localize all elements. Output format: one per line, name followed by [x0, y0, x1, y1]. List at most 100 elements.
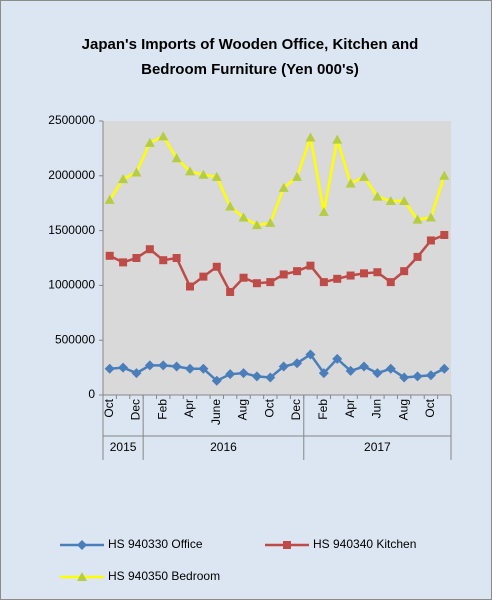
- marker: [185, 363, 195, 374]
- chart-title: Japan's Imports of Wooden Office, Kitche…: [82, 36, 419, 53]
- marker: [283, 541, 291, 549]
- marker: [400, 267, 409, 276]
- marker: [319, 278, 328, 287]
- marker: [306, 261, 315, 270]
- marker: [118, 174, 129, 184]
- marker: [251, 371, 262, 382]
- marker: [118, 362, 129, 373]
- marker: [439, 363, 450, 374]
- x-tick-label: Apr: [182, 399, 196, 418]
- x-tick-label: Oct: [262, 398, 276, 417]
- marker: [372, 191, 383, 201]
- y-tick-label: 0: [88, 387, 95, 401]
- marker: [292, 171, 303, 181]
- y-tick-label: 2000000: [48, 168, 95, 182]
- marker: [198, 169, 209, 179]
- x-tick-label: Dec: [289, 399, 303, 420]
- year-label: 2016: [210, 440, 237, 454]
- marker: [425, 212, 436, 222]
- marker: [77, 572, 87, 581]
- marker: [158, 131, 169, 141]
- marker: [211, 171, 222, 181]
- marker: [238, 212, 249, 222]
- year-label: 2017: [364, 440, 391, 454]
- marker: [385, 196, 396, 206]
- marker: [372, 368, 383, 379]
- marker: [279, 270, 288, 279]
- marker: [132, 254, 141, 262]
- marker: [104, 363, 115, 374]
- marker: [318, 368, 329, 379]
- y-tick-label: 1000000: [48, 278, 95, 292]
- x-tick-label: Aug: [396, 399, 410, 420]
- marker: [145, 245, 154, 254]
- marker: [171, 361, 182, 372]
- marker: [386, 278, 395, 287]
- x-tick-label: Feb: [155, 399, 169, 420]
- x-tick-label: Oct: [102, 398, 116, 417]
- marker: [305, 132, 316, 142]
- marker: [359, 361, 369, 372]
- chart-title: Bedroom Furniture (Yen 000's): [141, 61, 359, 78]
- marker: [172, 254, 181, 262]
- marker: [332, 353, 343, 364]
- legend-item: HS 940350 Bedroom: [60, 569, 220, 583]
- marker: [77, 540, 87, 550]
- x-tick-label: Apr: [343, 399, 357, 418]
- marker: [278, 361, 289, 372]
- marker: [186, 282, 194, 291]
- marker: [266, 278, 275, 287]
- plot-area: [103, 121, 451, 395]
- marker: [359, 171, 369, 181]
- marker: [104, 194, 115, 204]
- marker: [399, 372, 410, 383]
- marker: [252, 279, 261, 288]
- marker: [105, 251, 114, 260]
- marker: [238, 368, 249, 379]
- marker: [158, 360, 169, 371]
- marker: [318, 206, 329, 216]
- marker: [159, 256, 168, 265]
- marker: [278, 182, 289, 192]
- marker: [293, 267, 302, 276]
- y-tick-label: 1500000: [48, 223, 95, 237]
- marker: [119, 258, 128, 267]
- marker: [212, 262, 221, 271]
- marker: [426, 236, 435, 245]
- marker: [305, 349, 316, 360]
- x-tick-label: Jun: [370, 399, 384, 418]
- legend-label: HS 940350 Bedroom: [108, 569, 220, 583]
- marker: [265, 372, 276, 383]
- marker: [225, 369, 236, 380]
- marker: [346, 271, 355, 280]
- marker: [360, 269, 368, 278]
- year-label: 2015: [110, 440, 137, 454]
- marker: [373, 268, 382, 277]
- marker: [345, 178, 356, 188]
- marker: [345, 365, 356, 376]
- x-tick-label: Oct: [423, 398, 437, 417]
- legend-item: HS 940340 Kitchen: [265, 537, 416, 551]
- marker: [239, 273, 248, 282]
- legend-item: HS 940330 Office: [60, 537, 203, 551]
- marker: [265, 217, 276, 227]
- marker: [332, 134, 343, 144]
- marker: [413, 252, 422, 261]
- marker: [385, 363, 396, 374]
- marker: [185, 166, 195, 176]
- marker: [292, 358, 303, 369]
- marker: [198, 363, 209, 374]
- x-tick-label: Feb: [316, 399, 330, 420]
- marker: [199, 272, 208, 281]
- legend-label: HS 940330 Office: [108, 537, 203, 551]
- marker: [225, 201, 236, 211]
- marker: [211, 375, 222, 386]
- marker: [439, 170, 450, 180]
- y-tick-label: 2500000: [48, 113, 95, 127]
- x-tick-label: June: [209, 399, 223, 425]
- marker: [399, 196, 410, 206]
- marker: [131, 167, 142, 177]
- marker: [333, 274, 342, 283]
- marker: [412, 214, 423, 224]
